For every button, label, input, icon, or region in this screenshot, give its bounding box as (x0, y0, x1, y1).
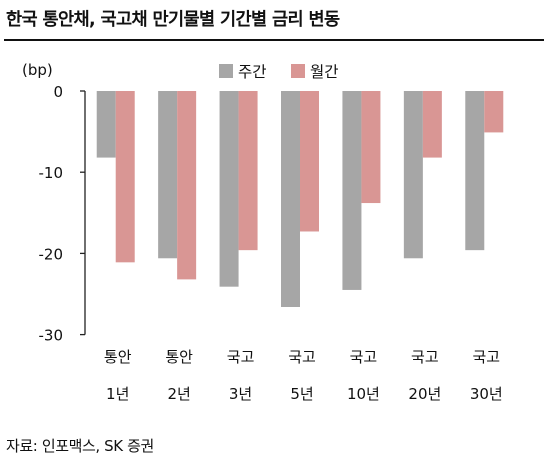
x-tick-label-line2: 5년 (290, 385, 313, 403)
bar-weekly (465, 91, 485, 251)
x-tick-label-line2: 30년 (470, 385, 503, 403)
bar-monthly (238, 91, 258, 251)
bar-monthly (484, 91, 504, 133)
y-tick-label: -10 (39, 164, 64, 182)
bar-monthly (422, 91, 442, 158)
labels-layer: 0 -10 -20 -30 (bp) 통안 1년 통안 2년 국고 3년 국고 5년 국고 10년 국고 20년… (22, 61, 503, 403)
bar-monthly (361, 91, 381, 204)
legend: 주간 월간 (219, 63, 339, 81)
legend-swatch (219, 64, 233, 78)
y-unit-label: (bp) (22, 61, 53, 79)
x-tick-label-line2: 20년 (408, 385, 441, 403)
bar-weekly (158, 91, 178, 259)
bar-weekly (96, 91, 116, 158)
x-tick-label-line1: 통안 (104, 348, 132, 366)
x-tick-label-line2: 2년 (167, 385, 190, 403)
y-tick-label: -30 (39, 327, 64, 345)
x-tick-label-line2: 3년 (229, 385, 252, 403)
x-tick-label-line1: 국고 (288, 348, 316, 366)
bar-monthly (300, 91, 319, 232)
axes-layer (80, 90, 86, 336)
x-tick-label-line2: 10년 (347, 385, 380, 403)
x-tick-label-line1: 국고 (411, 348, 439, 366)
y-tick-label: -20 (39, 245, 64, 263)
x-tick-label-line1: 통안 (165, 348, 193, 366)
bar-monthly (177, 91, 197, 280)
bar-monthly (115, 91, 135, 263)
chart-title: 한국 통안채, 국고채 만기물별 기간별 금리 변동 (6, 10, 340, 30)
bar-weekly (403, 91, 423, 259)
bar-weekly (342, 91, 362, 290)
bar-weekly (219, 91, 239, 287)
legend-swatch (291, 64, 305, 78)
legend-label: 월간 (310, 63, 339, 81)
legend-label: 주간 (238, 63, 267, 81)
title-rule (4, 39, 544, 41)
x-tick-label-line2: 1년 (106, 385, 129, 403)
bars-layer (96, 91, 504, 307)
x-tick-label-line1: 국고 (472, 348, 500, 366)
y-tick-label: 0 (53, 83, 63, 101)
x-tick-label-line1: 국고 (227, 348, 255, 366)
source-note: 자료: 인포맥스, SK 증권 (6, 437, 154, 455)
bar-weekly (281, 91, 300, 307)
x-tick-label-line1: 국고 (350, 348, 378, 366)
